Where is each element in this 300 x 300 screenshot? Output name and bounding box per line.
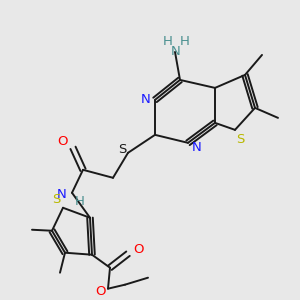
Text: S: S — [236, 133, 244, 146]
Text: N: N — [57, 188, 67, 201]
Text: O: O — [95, 285, 105, 298]
Text: H: H — [163, 35, 173, 49]
Text: N: N — [171, 45, 181, 58]
Text: H: H — [75, 195, 85, 208]
Text: O: O — [133, 243, 143, 256]
Text: N: N — [192, 141, 202, 154]
Text: O: O — [57, 135, 67, 148]
Text: S: S — [118, 143, 126, 156]
Text: S: S — [52, 193, 60, 206]
Text: H: H — [180, 35, 190, 49]
Text: N: N — [140, 93, 150, 106]
